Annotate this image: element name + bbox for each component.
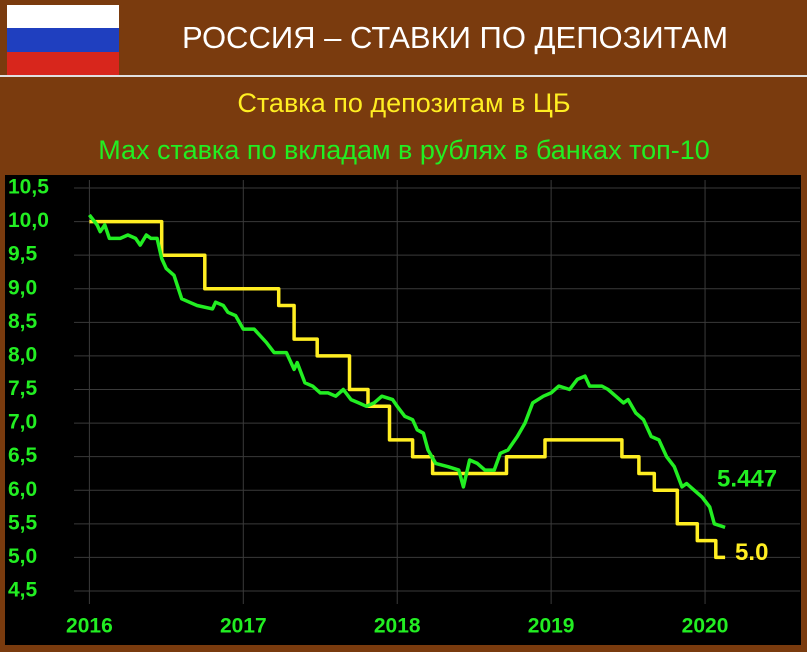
y-tick-label: 8,5 [8,310,38,333]
y-tick-label: 7,5 [8,377,38,400]
end-value-label: 5.447 [717,466,777,493]
y-tick-label: 6,5 [8,444,38,467]
flag-blue [7,28,119,52]
flag-red [7,52,119,75]
chart-title: РОССИЯ – СТАВКИ ПО ДЕПОЗИТАМ [182,20,728,55]
x-tick-label: 2018 [374,615,421,638]
x-tick-label: 2017 [220,615,267,638]
flag-white [7,5,119,28]
end-value-label: 5.0 [735,539,768,566]
series-line [88,213,726,530]
plot-area [5,175,801,645]
y-tick-label: 8,0 [8,343,37,366]
y-tick-label: 9,0 [8,276,37,299]
x-tick-label: 2019 [528,615,575,638]
y-tick-label: 6,0 [8,478,37,501]
y-tick-label: 5,5 [8,511,38,534]
y-tick-label: 9,5 [8,243,38,266]
legend-label: Ставка по депозитам в ЦБ [237,88,570,118]
y-tick-label: 10,0 [8,209,49,232]
x-tick-label: 2016 [66,615,113,638]
flag [7,5,119,75]
y-tick-label: 4,5 [8,579,38,602]
legend-label: Мах ставка по вкладам в рублях в банках … [98,135,710,165]
series-line [89,219,726,560]
x-tick-label: 2020 [682,615,729,638]
y-tick-label: 5,0 [8,545,37,568]
y-tick-label: 10,5 [8,176,49,199]
y-tick-label: 7,0 [8,411,37,434]
